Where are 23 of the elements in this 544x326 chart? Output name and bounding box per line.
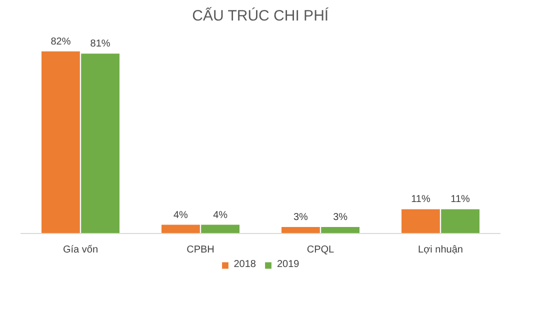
data-label: 81%: [90, 38, 110, 50]
legend-label: 2018: [234, 259, 256, 270]
data-label: 11%: [450, 194, 470, 206]
data-label: 3%: [333, 212, 348, 223]
data-label: 82%: [50, 36, 71, 48]
data-label: 4%: [213, 210, 228, 221]
data-label: 11%: [411, 194, 430, 206]
bar: [201, 224, 240, 234]
data-label: 3%: [293, 212, 308, 223]
x-tick-label: CPQL: [306, 244, 335, 256]
bar: [81, 54, 120, 234]
bar: [401, 209, 440, 234]
legend-label: 2019: [277, 259, 300, 270]
chart-title: CẤU TRÚC CHI PHÍ: [192, 6, 330, 24]
bar: [281, 226, 320, 234]
x-tick-label: CPBH: [186, 244, 214, 256]
bar: [321, 226, 360, 234]
bar: [41, 51, 80, 234]
x-tick-label: Gía vốn: [62, 244, 98, 256]
x-tick-label: Lợi nhuận: [418, 244, 463, 256]
bar: [161, 224, 200, 234]
bar: [441, 209, 480, 234]
data-label: 4%: [173, 210, 188, 221]
